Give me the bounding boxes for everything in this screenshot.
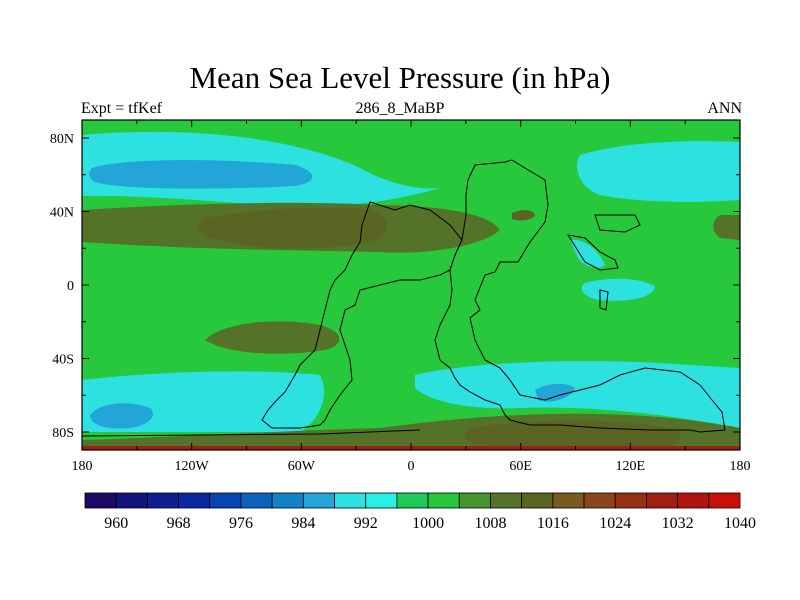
colorbar-box <box>178 492 211 509</box>
colorbar-box <box>552 492 585 509</box>
lat-label: 0 <box>67 279 74 294</box>
colorbar-label: 984 <box>291 515 315 532</box>
pressure-field <box>82 120 740 450</box>
colorbar-labels: 960 968 976 984 992 1000 1008 1016 1024 1032 1040 <box>104 515 756 532</box>
colorbar-box <box>302 492 335 509</box>
continent-outline-main <box>434 159 726 433</box>
equatorial-low-1 <box>570 239 605 268</box>
experiment-label: Expt = tfKef <box>81 100 162 117</box>
lat-label: 80N <box>50 132 74 147</box>
south-subtropical-high <box>205 321 340 354</box>
colorbar-box <box>490 492 523 509</box>
colorbar-box <box>646 492 679 509</box>
lon-label: 120W <box>175 459 210 474</box>
colorbar-label: 1016 <box>537 515 569 532</box>
colorbar-box <box>115 492 148 509</box>
island-outline-1 <box>594 214 641 233</box>
lon-label: 180 <box>72 459 93 474</box>
colorbar-box <box>334 492 367 509</box>
colorbar-label: 1040 <box>724 515 756 532</box>
colorbar-box <box>583 492 616 509</box>
colorbar-label: 1024 <box>599 515 631 532</box>
colorbar-box <box>209 492 242 509</box>
colorbar <box>84 492 741 509</box>
map-title: Mean Sea Level Pressure (in hPa) <box>189 60 611 95</box>
coastline-polar <box>82 429 421 437</box>
colorbar-label: 1032 <box>662 515 694 532</box>
season-label: ANN <box>707 100 742 117</box>
south-low-core-west <box>90 403 154 429</box>
island-outline-3 <box>599 289 609 311</box>
colorbar-box <box>521 492 554 509</box>
south-low-core-east <box>535 383 575 402</box>
north-high-east <box>713 215 740 240</box>
north-high-spot <box>512 210 535 221</box>
lon-label: 120E <box>616 459 646 474</box>
colorbar-box <box>271 492 304 509</box>
north-low-core <box>89 160 313 189</box>
antarctic-high-core <box>464 420 681 450</box>
colorbar-box <box>614 492 647 509</box>
colorbar-box <box>240 492 273 509</box>
colorbar-label: 968 <box>167 515 191 532</box>
colorbar-box <box>146 492 179 509</box>
colorbar-label: 1008 <box>474 515 506 532</box>
lon-label: 0 <box>408 459 415 474</box>
lon-label: 60E <box>509 459 532 474</box>
colorbar-box <box>84 492 117 509</box>
lat-label: 80S <box>52 426 74 441</box>
colorbar-label: 976 <box>229 515 253 532</box>
north-east-low <box>576 141 740 202</box>
lon-label: 60W <box>288 459 316 474</box>
axis-ticks <box>81 120 741 450</box>
colorbar-box <box>708 492 741 509</box>
antarctic-high-east <box>712 425 740 440</box>
island-outline-2 <box>566 234 619 271</box>
north-subtropical-core <box>198 207 388 249</box>
colorbar-label: 1000 <box>412 515 444 532</box>
axis-labels: 80N 40N 0 40S 80S 180 120W 60W 0 60E 120E 180 <box>50 132 751 474</box>
colorbar-box <box>677 492 710 509</box>
continent-outline-west <box>261 201 463 429</box>
lat-label: 40N <box>50 206 74 221</box>
colorbar-box <box>458 492 491 509</box>
colorbar-label: 960 <box>104 515 128 532</box>
period-label: 286_8_MaBP <box>355 100 445 117</box>
colorbar-box <box>365 492 398 509</box>
colorbar-box <box>396 492 429 509</box>
colorbar-label: 992 <box>354 515 378 532</box>
south-low-band-east <box>415 361 740 428</box>
colorbar-box <box>427 492 460 509</box>
lat-label: 40S <box>52 353 74 368</box>
lon-label: 180 <box>730 459 751 474</box>
